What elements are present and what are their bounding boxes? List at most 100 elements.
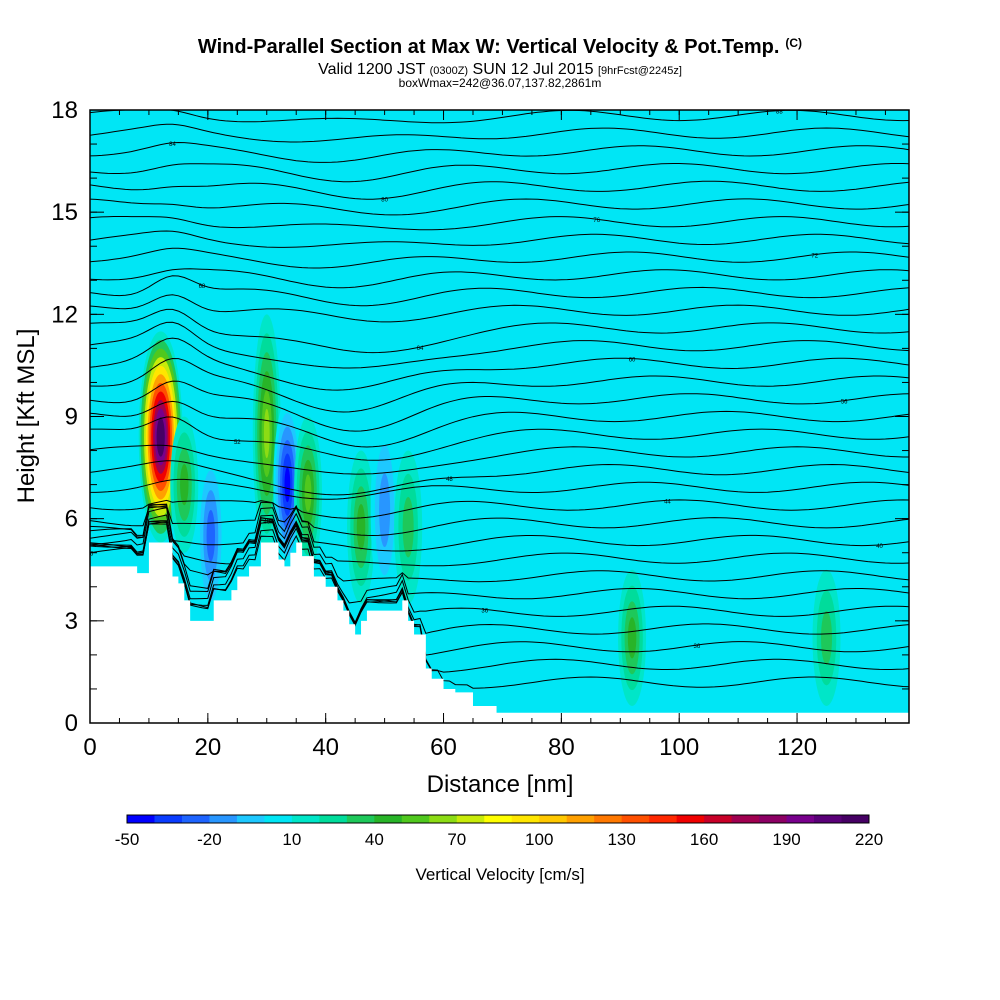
x-tick-label: 80 bbox=[548, 734, 575, 761]
velocity-contour bbox=[180, 464, 189, 506]
isentrope bbox=[90, 247, 909, 269]
colorbar-swatch bbox=[511, 815, 540, 823]
isentrope-label: 72 bbox=[811, 254, 818, 260]
colorbar-swatch bbox=[566, 815, 595, 823]
isentrope bbox=[90, 501, 909, 537]
colorbar-swatch bbox=[814, 815, 843, 823]
colorbar-tick-label: 10 bbox=[282, 830, 301, 849]
isentrope bbox=[90, 216, 909, 231]
isentrope bbox=[90, 507, 909, 604]
isentrope-label: 52 bbox=[234, 440, 241, 446]
colorbar-tick-label: 70 bbox=[447, 830, 466, 849]
colorbar: -50 -20 10 40 70 100 130 160 190 220 bbox=[115, 814, 883, 849]
colorbar-swatch bbox=[594, 815, 623, 823]
isentrope-label: 76 bbox=[593, 218, 600, 224]
isentrope bbox=[90, 93, 909, 108]
x-tick-label: 0 bbox=[83, 734, 96, 761]
colorbar-tick-label: 40 bbox=[365, 830, 384, 849]
isentrope bbox=[90, 141, 909, 163]
y-tick-label: 3 bbox=[65, 608, 78, 635]
colorbar-swatch bbox=[539, 815, 568, 823]
isentrope bbox=[90, 337, 909, 391]
colorbar-tick-label: 130 bbox=[607, 830, 635, 849]
colorbar-swatch bbox=[374, 815, 403, 823]
y-tick-label: 6 bbox=[65, 506, 78, 533]
isentrope bbox=[90, 308, 909, 354]
isentrope bbox=[90, 198, 909, 216]
isentrope-label: 60 bbox=[629, 358, 636, 364]
isentrope bbox=[90, 380, 909, 432]
colorbar-label: Vertical Velocity [cm/s] bbox=[415, 865, 584, 884]
colorbar-swatch bbox=[484, 815, 513, 823]
y-tick-label: 0 bbox=[65, 710, 78, 737]
isentrope-label: 36 bbox=[694, 644, 701, 650]
velocity-contour bbox=[379, 473, 391, 548]
colorbar-swatch bbox=[649, 815, 678, 823]
x-tick-label: 120 bbox=[777, 734, 817, 761]
isentrope bbox=[90, 478, 909, 500]
valid-time-line: Valid 1200 JST (0300Z) SUN 12 Jul 2015 [… bbox=[0, 61, 1000, 79]
copyright-mark: (C) bbox=[785, 36, 803, 50]
valid-utc: (0300Z) bbox=[429, 65, 469, 77]
colorbar-swatch bbox=[456, 815, 485, 823]
colorbar-tick-label: -20 bbox=[197, 830, 222, 849]
isentrope bbox=[90, 163, 909, 183]
x-axis-label: Distance [nm] bbox=[427, 771, 574, 798]
colorbar-swatch bbox=[236, 815, 265, 823]
isentrope bbox=[90, 123, 909, 143]
chart-title-text: Wind-Parallel Section at Max W: Vertical… bbox=[197, 36, 780, 58]
x-tick-label: 40 bbox=[312, 734, 339, 761]
isentrope bbox=[90, 321, 909, 369]
y-axis-label: Height [Kft MSL] bbox=[13, 329, 40, 504]
isentrope bbox=[90, 268, 909, 289]
box-wmax-line: boxWmax=242@36.07,137.82,2861m bbox=[398, 76, 602, 90]
isentrope-label: 80 bbox=[381, 197, 388, 203]
isentrope bbox=[90, 499, 909, 519]
isentrope-label: 88 bbox=[776, 110, 783, 116]
colorbar-swatch bbox=[127, 815, 155, 823]
velocity-contour bbox=[206, 509, 216, 562]
isentrope bbox=[90, 522, 909, 656]
isentrope bbox=[90, 110, 909, 124]
velocity-core bbox=[812, 569, 841, 706]
x-tick-label: 20 bbox=[194, 734, 221, 761]
velocity-core bbox=[170, 416, 199, 553]
isentrope bbox=[90, 504, 909, 567]
theta-isentropes: 36 36 36 40 40 44 48 52 56 60 64 68 72 76 80 84 88 bbox=[90, 93, 909, 689]
velocity-contour bbox=[284, 467, 291, 503]
forecast-info: [9hrFcst@2245z] bbox=[597, 65, 682, 77]
colorbar-tick-label: -50 bbox=[115, 830, 140, 849]
chart-title: Wind-Parallel Section at Max W: Vertical… bbox=[0, 36, 1000, 59]
velocity-core bbox=[347, 450, 376, 604]
x-tick-label: 100 bbox=[659, 734, 699, 761]
colorbar-swatch bbox=[209, 815, 238, 823]
velocity-core bbox=[138, 331, 183, 543]
isentrope bbox=[90, 460, 909, 496]
y-tick-label: 18 bbox=[51, 97, 78, 124]
velocity-contour bbox=[820, 611, 833, 665]
colorbar-swatch bbox=[181, 815, 210, 823]
isentrope bbox=[90, 400, 909, 448]
colorbar-frame bbox=[126, 814, 870, 824]
isentrope bbox=[90, 416, 909, 461]
isentrope bbox=[90, 521, 909, 673]
isentrope-label: 68 bbox=[199, 284, 206, 290]
colorbar-swatch bbox=[841, 815, 870, 823]
colorbar-swatch bbox=[704, 815, 733, 823]
colorbar-swatch bbox=[291, 815, 320, 823]
velocity-contour bbox=[158, 425, 164, 449]
isentrope bbox=[90, 294, 909, 323]
y-tick-label: 12 bbox=[51, 301, 78, 328]
colorbar-swatch bbox=[786, 815, 815, 823]
isentrope bbox=[90, 357, 909, 413]
velocity-core bbox=[370, 416, 399, 604]
valid-prefix: Valid 1200 JST bbox=[318, 61, 426, 78]
terrain-mask bbox=[90, 542, 909, 723]
y-tick-label: 9 bbox=[65, 404, 78, 431]
colorbar-tick-label: 160 bbox=[690, 830, 718, 849]
colorbar-tick-label: 190 bbox=[772, 830, 800, 849]
isentrope-label: 56 bbox=[841, 400, 848, 406]
y-tick-label: 15 bbox=[51, 199, 78, 226]
colorbar-swatch bbox=[401, 815, 430, 823]
